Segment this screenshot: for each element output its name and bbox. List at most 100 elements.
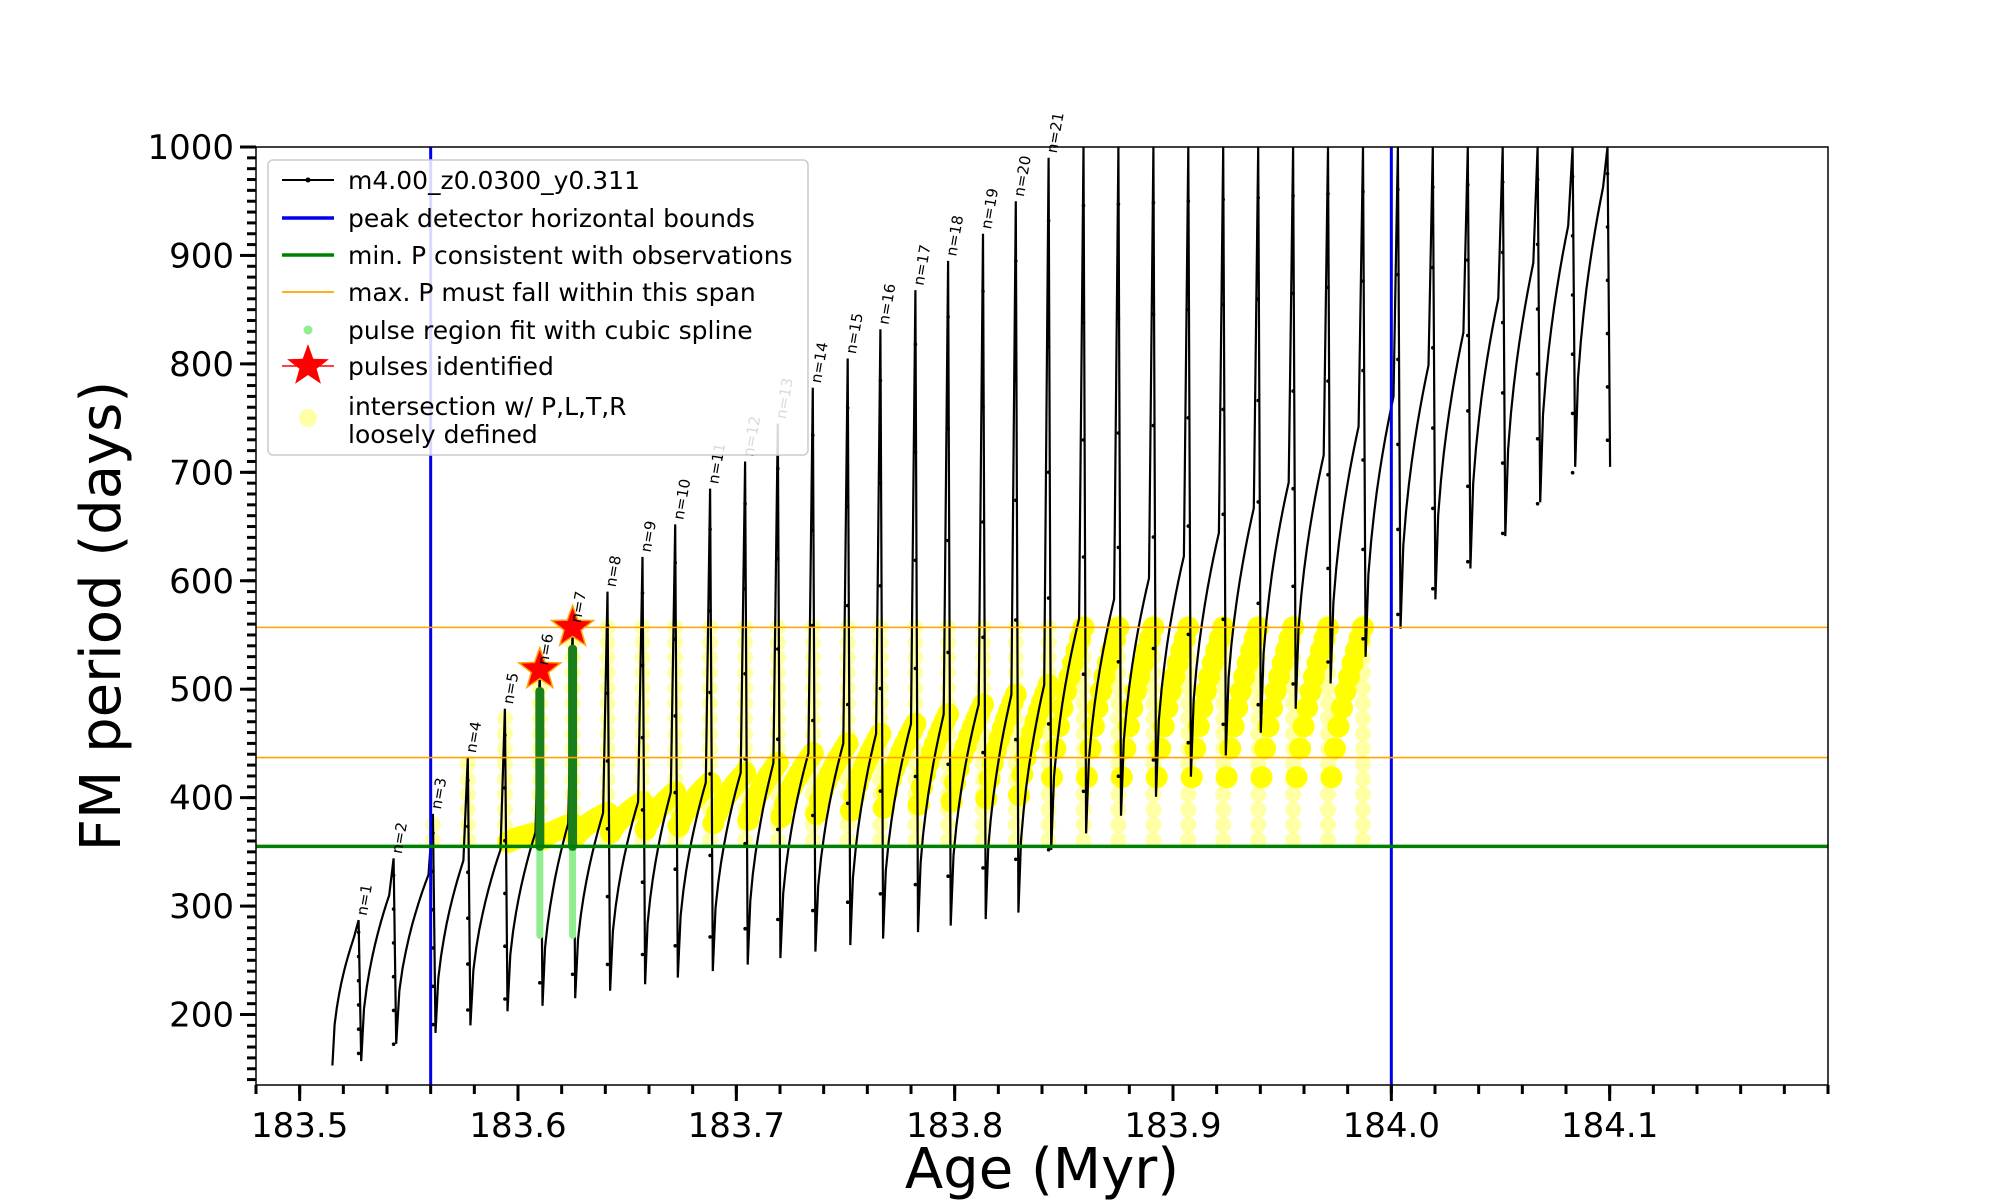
track-point [1361, 279, 1365, 283]
intersection-marker [1250, 816, 1267, 833]
track-point [1221, 407, 1225, 412]
track-point [1326, 472, 1330, 477]
intersection-marker [1215, 801, 1232, 818]
track-point [1466, 258, 1470, 262]
track-point [1535, 372, 1540, 376]
track-point [1014, 857, 1018, 862]
track-point [878, 789, 883, 793]
track-point [913, 774, 918, 779]
intersection-marker [1222, 715, 1245, 738]
intersection-marker [839, 710, 856, 727]
track-point [845, 406, 850, 410]
track-point [811, 433, 815, 438]
track-point [673, 560, 677, 565]
intersection-marker [940, 816, 957, 833]
intersection-marker [737, 680, 754, 697]
track-point [1326, 192, 1330, 196]
track-point [1396, 272, 1400, 277]
intersection-marker [1180, 801, 1197, 818]
intersection-marker [1004, 683, 1027, 706]
intersection-marker [1040, 634, 1057, 651]
track-point [913, 882, 918, 887]
intersection-marker [1156, 696, 1179, 719]
intersection-marker [1075, 680, 1092, 697]
track-point [708, 690, 712, 695]
intersection-marker [1250, 831, 1267, 848]
track-point [708, 935, 712, 939]
y-tick-label: 700 [169, 453, 234, 493]
track-point [466, 778, 470, 783]
intersection-marker [769, 680, 786, 697]
intersection-marker [1075, 786, 1092, 803]
legend-label: intersection w/ P,L,T,R [348, 392, 627, 421]
intersection-marker [1296, 696, 1319, 719]
intersection-marker [737, 710, 754, 727]
pulse-label: n=6 [534, 632, 557, 666]
intersection-marker [804, 725, 821, 742]
intersection-marker [1110, 801, 1127, 818]
track-point [1186, 524, 1191, 528]
intersection-marker [975, 664, 991, 681]
track-point [1151, 646, 1156, 651]
track-point [466, 916, 470, 920]
track-point [1291, 486, 1295, 491]
track-point [1291, 194, 1295, 198]
track-point [1570, 174, 1575, 179]
track-point [1396, 442, 1400, 447]
intersection-marker [839, 664, 856, 681]
track-point [1014, 737, 1018, 742]
track-point [1361, 458, 1365, 462]
track-point [1291, 389, 1295, 393]
track-point [981, 750, 985, 755]
intersection-marker [1180, 680, 1197, 697]
pulse-label: n=9 [637, 519, 660, 553]
intersection-marker [1292, 715, 1315, 738]
intersection-marker [1215, 816, 1232, 833]
track-point [981, 289, 985, 294]
track-point [708, 772, 712, 776]
intersection-marker [1250, 766, 1273, 789]
y-tick-label: 600 [169, 562, 234, 602]
intersection-marker [1355, 710, 1371, 727]
track-point [946, 538, 950, 543]
pulse-label: n=7 [567, 590, 590, 624]
track-point [1326, 566, 1330, 571]
track-point [1535, 242, 1540, 247]
intersection-marker [1320, 816, 1336, 833]
track-point [1256, 601, 1260, 606]
track-point [466, 824, 470, 829]
intersection-marker [667, 740, 684, 757]
intersection-marker [872, 664, 889, 681]
intersection-marker [702, 695, 719, 712]
track-point [1570, 411, 1575, 416]
track-point [391, 907, 396, 911]
intersection-marker [1320, 786, 1336, 803]
intersection-marker [940, 790, 963, 813]
track-point [1186, 307, 1191, 312]
track-point [1081, 672, 1086, 676]
intersection-marker [1007, 816, 1024, 833]
track-point [1151, 312, 1156, 317]
track-point [845, 900, 850, 904]
track-point [673, 637, 677, 642]
intersection-marker [1110, 816, 1127, 833]
x-tick-label: 183.9 [1124, 1106, 1221, 1146]
intersection-marker [1040, 801, 1057, 818]
track-point [776, 917, 780, 922]
track-point [776, 827, 780, 832]
track-point [640, 808, 645, 812]
track-point [981, 520, 985, 524]
intersection-marker [1327, 715, 1350, 738]
x-axis-title: Age (Myr) [905, 1137, 1179, 1200]
track-point [356, 1003, 361, 1007]
track-point [913, 558, 918, 563]
track-point [1535, 501, 1540, 506]
track-point [946, 315, 950, 319]
pulse-label: n=3 [427, 776, 450, 810]
track-point [1116, 202, 1121, 206]
intersection-marker [1145, 680, 1162, 697]
track-point [776, 737, 780, 741]
intersection-marker [667, 756, 684, 772]
intersection-marker [1285, 831, 1302, 848]
track-point [356, 1051, 361, 1056]
